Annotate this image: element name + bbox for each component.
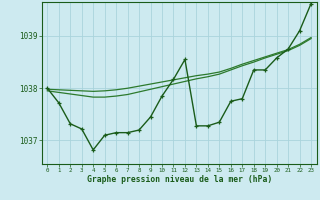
- X-axis label: Graphe pression niveau de la mer (hPa): Graphe pression niveau de la mer (hPa): [87, 175, 272, 184]
